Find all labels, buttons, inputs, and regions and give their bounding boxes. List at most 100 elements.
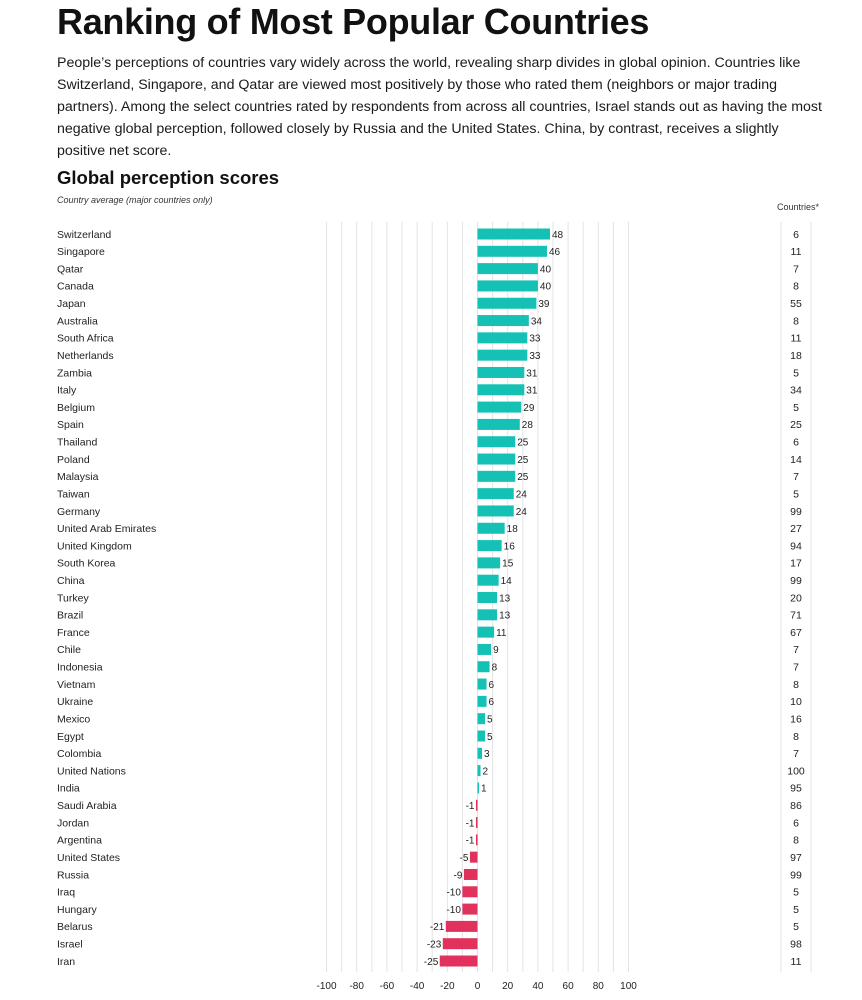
category-label: Canada <box>57 281 94 293</box>
country-count: 7 <box>793 263 799 275</box>
bar <box>462 903 478 915</box>
data-label: 24 <box>516 507 528 518</box>
bar <box>477 592 498 604</box>
country-count: 17 <box>790 558 802 570</box>
data-label: 28 <box>522 420 534 431</box>
country-count: 14 <box>790 454 802 466</box>
category-label: Belarus <box>57 921 93 933</box>
data-label: 25 <box>517 472 529 483</box>
category-label: Thailand <box>57 437 97 449</box>
country-count: 99 <box>790 575 802 587</box>
country-count: 86 <box>790 800 802 812</box>
data-label: -1 <box>466 818 475 829</box>
bar <box>477 765 481 777</box>
category-label: Turkey <box>57 592 89 604</box>
bar <box>475 817 478 829</box>
bar <box>477 297 537 309</box>
bar <box>439 955 478 967</box>
country-count: 11 <box>791 333 802 345</box>
category-label: South Africa <box>57 333 114 345</box>
country-count: 97 <box>790 852 802 864</box>
country-count: 71 <box>790 610 802 622</box>
category-label: Saudi Arabia <box>57 800 117 812</box>
data-label: 34 <box>531 316 543 327</box>
data-label: 6 <box>489 697 495 708</box>
data-label: 25 <box>517 455 529 466</box>
data-label: 1 <box>481 784 487 795</box>
data-label: 29 <box>523 403 535 414</box>
bar <box>477 782 480 794</box>
category-label: Netherlands <box>57 350 114 362</box>
country-count: 67 <box>790 627 802 639</box>
bar <box>477 470 516 482</box>
data-label: 33 <box>529 334 541 345</box>
data-label: 2 <box>483 766 489 777</box>
category-label: United Arab Emirates <box>57 523 156 535</box>
bar <box>477 263 538 275</box>
data-label: 5 <box>487 714 493 725</box>
country-count: 7 <box>793 644 799 656</box>
data-label: 16 <box>504 541 516 552</box>
data-label: 48 <box>552 230 564 241</box>
country-count: 34 <box>790 385 802 397</box>
category-label: Taiwan <box>57 488 90 500</box>
page-description: People’s perceptions of countries vary w… <box>57 55 822 159</box>
data-label: 46 <box>549 247 561 258</box>
category-label: United Kingdom <box>57 540 132 552</box>
bar <box>477 574 499 586</box>
country-count: 8 <box>793 315 799 327</box>
x-tick-label: 100 <box>620 981 637 992</box>
bar <box>477 609 498 621</box>
category-label: Germany <box>57 506 101 518</box>
bar <box>477 695 487 707</box>
bar <box>442 938 478 950</box>
x-tick-label: -80 <box>349 981 364 992</box>
country-count: 95 <box>790 783 802 795</box>
country-count: 5 <box>793 887 799 899</box>
country-count: 94 <box>790 540 802 552</box>
country-count: 8 <box>793 679 799 691</box>
data-label: 9 <box>493 645 499 656</box>
x-tick-label: 80 <box>593 981 605 992</box>
data-label: 40 <box>540 282 552 293</box>
data-label: -25 <box>424 957 439 968</box>
country-count: 5 <box>793 921 799 933</box>
bar <box>475 834 478 846</box>
x-tick-label: -100 <box>316 981 336 992</box>
bar <box>477 228 550 240</box>
data-label: 40 <box>540 264 552 275</box>
country-count: 55 <box>790 298 802 310</box>
data-label: -1 <box>466 801 475 812</box>
data-label: 5 <box>487 732 493 743</box>
category-label: Hungary <box>57 904 97 916</box>
bar <box>477 747 483 759</box>
bar <box>477 661 490 673</box>
country-count: 6 <box>793 437 799 449</box>
data-label: 31 <box>526 386 538 397</box>
category-label: Colombia <box>57 748 102 760</box>
data-label: -1 <box>466 836 475 847</box>
data-label: -10 <box>446 888 461 899</box>
category-label: Jordan <box>57 817 89 829</box>
category-label: Poland <box>57 454 90 466</box>
country-count: 20 <box>790 592 802 604</box>
x-tick-label: -20 <box>440 981 455 992</box>
bar <box>477 505 514 517</box>
page-title: Ranking of Most Popular Countries <box>57 1 650 42</box>
country-count: 8 <box>793 281 799 293</box>
data-label: 33 <box>529 351 541 362</box>
bar <box>469 851 478 863</box>
data-label: 15 <box>502 559 514 570</box>
category-label: China <box>57 575 85 587</box>
category-label: Egypt <box>57 731 84 743</box>
bar <box>477 418 520 430</box>
country-count: 18 <box>790 350 802 362</box>
bar <box>477 401 522 413</box>
category-label: Mexico <box>57 713 90 725</box>
category-label: Singapore <box>57 246 105 258</box>
country-count: 8 <box>793 731 799 743</box>
country-count: 99 <box>790 506 802 518</box>
country-count: 8 <box>793 835 799 847</box>
category-label: Belgium <box>57 402 95 414</box>
country-count: 5 <box>793 367 799 379</box>
